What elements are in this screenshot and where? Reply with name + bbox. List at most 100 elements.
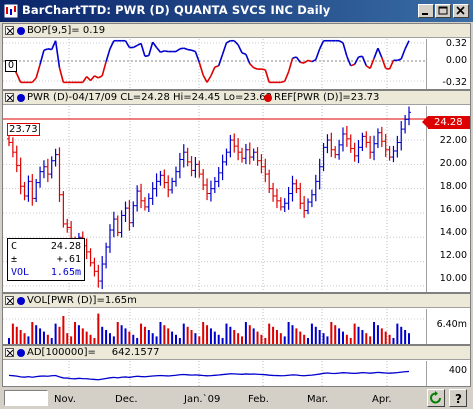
bop-line	[253, 66, 258, 70]
pane-close-button[interactable]	[5, 93, 14, 102]
maximize-button[interactable]	[435, 4, 451, 18]
volume-bar	[105, 330, 108, 344]
pane-close-button[interactable]	[5, 296, 14, 305]
bop-axis: 0.32 0.00 -0.32	[426, 38, 470, 89]
volume-bar	[353, 323, 356, 344]
bop-pane[interactable]: BOP[9,5]= 0.19 0 0.32 0.00 -0.32	[2, 23, 471, 90]
bop-line	[318, 40, 325, 50]
close-button[interactable]	[453, 4, 469, 18]
volume-bar	[252, 328, 255, 344]
bop-plot[interactable]	[3, 39, 427, 89]
bop-pane-header: BOP[9,5]= 0.19	[3, 24, 470, 38]
bop-line	[214, 64, 219, 68]
bop-line	[140, 43, 146, 57]
axis-tick: 20.00	[439, 158, 467, 169]
bop-line	[31, 77, 37, 83]
bop-line	[287, 58, 294, 73]
volume-bar	[322, 333, 325, 344]
volume-bar	[206, 325, 209, 344]
volume-bar	[11, 323, 14, 344]
axis-tick: 6.40m	[436, 319, 467, 330]
volume-bar	[182, 323, 185, 344]
series-color-dot	[17, 27, 25, 35]
bop-line	[342, 42, 348, 57]
ref-label: REF[PWR (D)]=23.73	[274, 92, 380, 103]
bop-line	[237, 44, 243, 54]
volume-bar	[272, 326, 275, 344]
volume-bar	[178, 338, 181, 344]
bop-line	[155, 46, 162, 53]
volume-bar	[209, 328, 212, 344]
quote-info-box: C 24.28 ± +.61 VOL 1.65m	[7, 238, 85, 281]
maximize-icon	[438, 6, 448, 15]
bop-line	[358, 55, 363, 58]
bop-line	[16, 73, 22, 83]
bop-line	[175, 48, 181, 53]
bop-line	[187, 48, 192, 51]
ref-value-label: 23.73	[7, 123, 40, 136]
ad-plot[interactable]	[3, 361, 427, 386]
refresh-icon	[430, 391, 441, 404]
axis-tick: 18.00	[439, 181, 467, 192]
volume-bar	[171, 331, 174, 344]
volume-bar	[408, 333, 410, 344]
axis-tick: 14.00	[439, 227, 467, 238]
volume-bar	[225, 323, 228, 344]
axis-tick: 0.32	[445, 38, 467, 49]
close-icon	[6, 349, 14, 357]
bop-line	[206, 75, 212, 83]
refresh-button[interactable]	[427, 389, 445, 407]
volume-bar	[326, 336, 329, 344]
change-key: ±	[11, 254, 18, 265]
volume-bar	[198, 336, 201, 344]
volume-bar	[369, 336, 372, 344]
volume-bar	[15, 326, 18, 344]
volume-bar	[264, 338, 267, 344]
change-value: +.61	[56, 254, 81, 265]
price-label: PWR (D)-04/17/09 CL=24.28 Hi=24.45 Lo=23…	[27, 92, 272, 103]
volume-bar	[66, 333, 69, 344]
volume-bar	[8, 338, 10, 344]
volume-pane[interactable]: VOL[PWR (D)]=1.65m 6.40m	[2, 293, 471, 345]
bop-line	[404, 40, 410, 50]
volume-axis: 6.40m	[426, 309, 470, 344]
bop-line	[350, 63, 355, 67]
volume-bar	[54, 323, 57, 344]
volume-plot[interactable]	[3, 309, 427, 344]
volume-bar	[237, 333, 240, 344]
volume-bar	[147, 330, 150, 344]
bop-line	[198, 62, 204, 76]
bop-line	[300, 61, 305, 64]
volume-bar	[365, 333, 368, 344]
bop-line	[97, 75, 103, 79]
bop-line	[89, 75, 96, 82]
volume-bar	[31, 322, 34, 344]
volume-bar	[330, 322, 333, 344]
price-pane[interactable]: PWR (D)-04/17/09 CL=24.28 Hi=24.45 Lo=23…	[2, 90, 471, 293]
price-plot[interactable]	[3, 106, 427, 292]
pane-close-button[interactable]	[5, 26, 14, 35]
bop-line	[152, 41, 158, 48]
bop-line	[39, 49, 45, 65]
bop-line	[311, 58, 317, 63]
bop-line	[283, 71, 290, 82]
bop-line	[369, 58, 375, 69]
series-color-dot	[17, 94, 25, 102]
help-button[interactable]: ?	[449, 389, 467, 407]
bop-line	[292, 56, 297, 60]
volume-bar	[244, 322, 247, 344]
close-key: C	[11, 241, 18, 252]
series-color-dot	[17, 349, 25, 357]
bop-line	[264, 69, 270, 83]
bop-line	[245, 53, 251, 65]
volume-bar	[388, 334, 391, 344]
pane-close-button[interactable]	[5, 348, 14, 357]
minimize-button[interactable]	[418, 4, 434, 18]
volume-bar	[349, 338, 352, 344]
volume-bar	[140, 323, 143, 344]
ad-pane[interactable]: AD[100000]= 642.1577 400	[2, 345, 471, 387]
volume-bar	[233, 330, 236, 344]
volume-bar	[155, 336, 158, 344]
bop-line	[124, 40, 131, 48]
volume-bar	[392, 338, 395, 344]
